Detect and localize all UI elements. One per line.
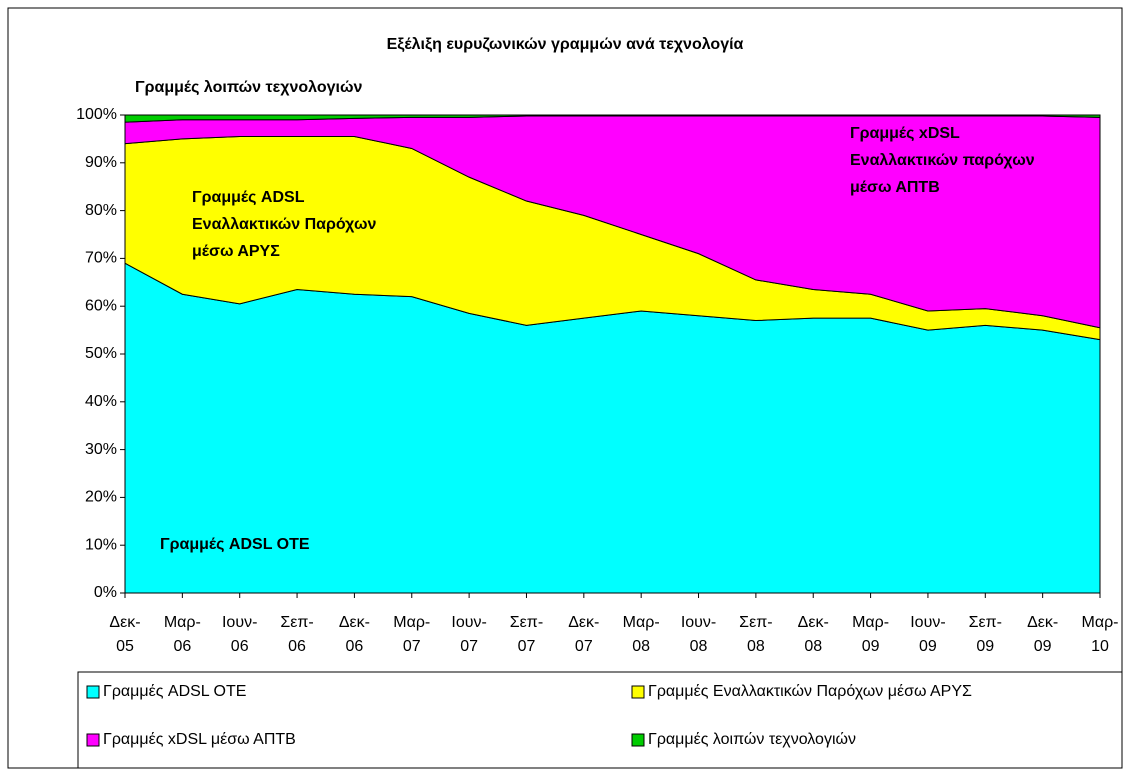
- x-tick-label: Μαρ- 08: [623, 614, 660, 655]
- x-tick-label-part: Δεκ-: [339, 614, 370, 631]
- x-tick-label-part: Σεπ-: [510, 614, 543, 631]
- legend-swatch: [86, 733, 100, 747]
- x-tick-label-part: Δεκ-: [568, 614, 599, 631]
- annotation: μέσω ΑΠΤΒ: [850, 179, 940, 196]
- legend-label: Γραμμές ADSL ΟΤΕ: [103, 683, 246, 700]
- x-tick-label: Σεπ- 07: [510, 614, 543, 655]
- x-tick-label-part: Μαρ-: [164, 614, 201, 631]
- x-tick-label-part: 05: [116, 638, 134, 655]
- x-tick-label: Σεπ- 08: [739, 614, 772, 655]
- y-tick-label: 0%: [94, 584, 117, 601]
- x-tick-label-part: 07: [460, 638, 478, 655]
- x-tick-label-part: 08: [804, 638, 822, 655]
- x-tick-label-part: Μαρ-: [852, 614, 889, 631]
- y-tick-label: 30%: [85, 441, 117, 458]
- x-tick-label: Μαρ- 07: [393, 614, 430, 655]
- x-tick-label-part: Ιουν-: [910, 614, 945, 631]
- y-tick-label: 70%: [85, 250, 117, 267]
- x-tick-label: Δεκ- 05: [109, 614, 140, 655]
- legend-swatch: [86, 685, 100, 699]
- x-tick-label: Ιουν- 09: [910, 614, 945, 655]
- annotation: Εναλλακτικών Παρόχων: [192, 216, 376, 233]
- x-tick-label-part: 09: [919, 638, 937, 655]
- x-tick-label-part: 06: [173, 638, 191, 655]
- x-tick-label-part: 09: [1034, 638, 1052, 655]
- x-tick-label-part: 07: [518, 638, 536, 655]
- y-tick-label: 80%: [85, 202, 117, 219]
- x-tick-label: Μαρ- 09: [852, 614, 889, 655]
- x-tick-label: Δεκ- 07: [568, 614, 599, 655]
- x-tick-label: Ιουν- 06: [222, 614, 257, 655]
- legend-label: Γραμμές Εναλλακτικών Παρόχων μέσω ΑΡΥΣ: [648, 683, 972, 700]
- x-tick-label: Δεκ- 06: [339, 614, 370, 655]
- x-tick-label-part: Μαρ-: [623, 614, 660, 631]
- x-tick-label-part: 08: [690, 638, 708, 655]
- x-tick-label: Δεκ- 09: [1027, 614, 1058, 655]
- y-tick-label: 60%: [85, 297, 117, 314]
- y-tick-label: 100%: [76, 106, 117, 123]
- y-tick-label: 40%: [85, 393, 117, 410]
- legend-swatch: [631, 733, 645, 747]
- annotation: Γραμμές λοιπών τεχνολογιών: [135, 79, 362, 96]
- x-tick-label: Σεπ- 06: [280, 614, 313, 655]
- x-tick-label-part: 06: [346, 638, 364, 655]
- area: [124, 114, 1101, 123]
- x-tick-label-part: Μαρ-: [1081, 614, 1118, 631]
- annotation: Γραμμές ADSL: [192, 189, 305, 206]
- x-tick-label-part: Ιουν-: [222, 614, 257, 631]
- x-tick-label-part: 10: [1091, 638, 1109, 655]
- x-tick-label-part: Ιουν-: [451, 614, 486, 631]
- x-tick-label-part: 06: [288, 638, 306, 655]
- y-tick-label: 20%: [85, 489, 117, 506]
- x-tick-label-part: Σεπ-: [739, 614, 772, 631]
- x-tick-label-part: 07: [403, 638, 421, 655]
- legend-label: Γραμμές xDSL μέσω ΑΠΤΒ: [103, 731, 296, 748]
- x-tick-label: Μαρ- 10: [1081, 614, 1118, 655]
- x-tick-label: Σεπ- 09: [969, 614, 1002, 655]
- x-tick-label-part: 06: [231, 638, 249, 655]
- annotation: Εναλλακτικών παρόχων: [850, 152, 1035, 169]
- x-tick-label-part: Σεπ-: [280, 614, 313, 631]
- x-tick-label-part: Δεκ-: [1027, 614, 1058, 631]
- x-tick-label: Ιουν- 08: [681, 614, 716, 655]
- annotation: Γραμμές xDSL: [850, 125, 960, 142]
- x-tick-label-part: 09: [862, 638, 880, 655]
- x-tick-label-part: 08: [632, 638, 650, 655]
- x-tick-label-part: Ιουν-: [681, 614, 716, 631]
- x-tick-label-part: Σεπ-: [969, 614, 1002, 631]
- legend-label: Γραμμές λοιπών τεχνολογιών: [648, 731, 856, 748]
- legend-box: [77, 671, 1123, 769]
- x-tick-label-part: Δεκ-: [798, 614, 829, 631]
- x-tick-label: Ιουν- 07: [451, 614, 486, 655]
- x-tick-label: Δεκ- 08: [798, 614, 829, 655]
- x-tick-label-part: 07: [575, 638, 593, 655]
- x-tick-label-part: Δεκ-: [109, 614, 140, 631]
- y-tick-label: 50%: [85, 345, 117, 362]
- legend-swatch: [631, 685, 645, 699]
- annotation: Γραμμές ADSL ΟΤΕ: [160, 536, 310, 553]
- x-tick-label-part: 09: [976, 638, 994, 655]
- x-tick-label: Μαρ- 06: [164, 614, 201, 655]
- x-tick-label-part: Μαρ-: [393, 614, 430, 631]
- x-tick-label-part: 08: [747, 638, 765, 655]
- y-tick-label: 10%: [85, 536, 117, 553]
- chart-title: Εξέλιξη ευρυζωνικών γραμμών ανά τεχνολογ…: [387, 36, 744, 53]
- y-tick-label: 90%: [85, 154, 117, 171]
- annotation: μέσω ΑΡΥΣ: [192, 243, 280, 260]
